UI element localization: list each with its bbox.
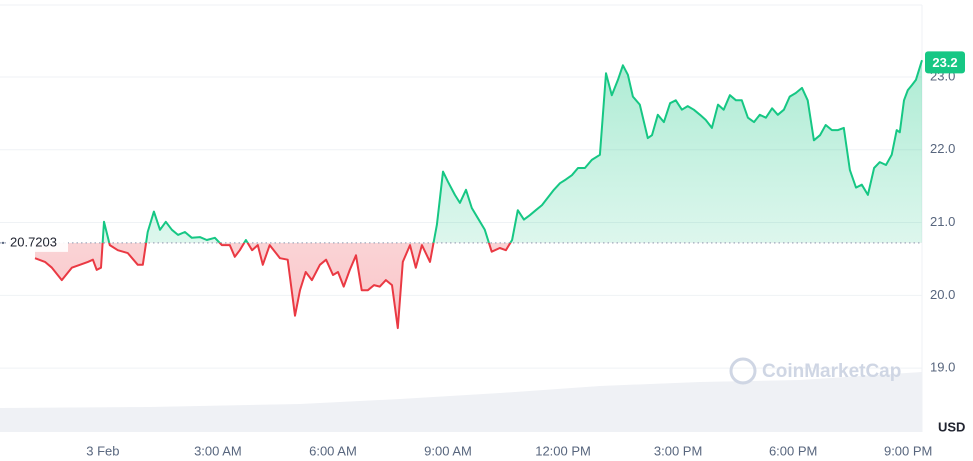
area-up [35,60,922,243]
y-tick-label: 20.0 [930,287,955,302]
reference-label-bg [6,233,68,252]
x-tick-label: 3:00 PM [654,443,702,458]
volume-area [0,372,922,432]
y-tick-label: 21.0 [930,214,955,229]
reference-dot [1,241,5,245]
y-axis-label: USD [938,419,965,434]
x-tick-label: 3:00 AM [194,443,242,458]
x-tick-label: 6:00 PM [769,443,817,458]
current-price-label: 23.2 [932,55,957,70]
price-line-down [34,242,512,330]
price-line-up [101,59,923,243]
x-tick-label: 9:00 PM [884,443,932,458]
x-tick-label: 12:00 PM [535,443,591,458]
watermark: CoinMarketCap [729,357,901,385]
x-tick-label: 3 Feb [86,443,119,458]
watermark-text: CoinMarketCap [762,361,901,382]
y-tick-label: 19.0 [930,360,955,375]
watermark-logo [729,357,757,385]
x-tick-label: 6:00 AM [309,443,357,458]
x-tick-label: 9:00 AM [424,443,472,458]
current-price-box [925,51,965,74]
y-tick-label: 22.0 [930,141,955,156]
area-down [35,242,511,329]
reference-label: 20.7203 [10,234,57,249]
